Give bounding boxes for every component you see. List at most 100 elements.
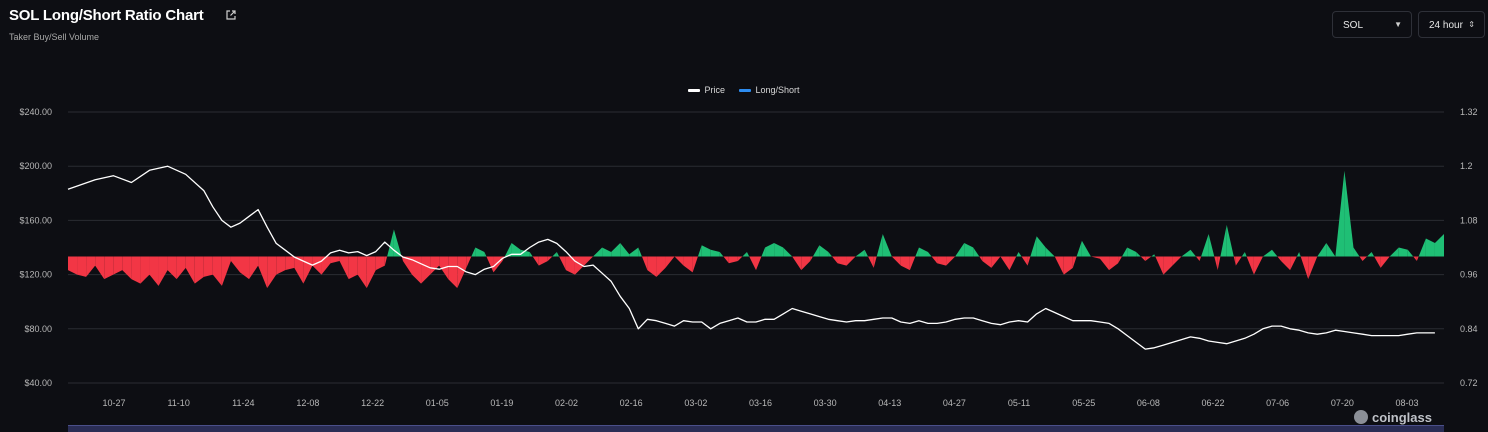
short-area-segment <box>312 256 322 275</box>
short-area-segment <box>728 256 738 264</box>
short-area-segment <box>285 256 295 271</box>
short-area-segment <box>756 256 762 271</box>
short-area-segment <box>86 256 96 277</box>
short-area-segment <box>294 256 304 284</box>
long-area-segment <box>1081 240 1091 257</box>
short-area-segment <box>991 256 1001 268</box>
long-area-segment <box>629 247 639 257</box>
long-area-segment <box>1425 238 1435 257</box>
long-area-segment <box>765 242 775 257</box>
range-navigator[interactable] <box>68 425 1444 432</box>
long-area-segment <box>1030 236 1037 257</box>
y-left-tick-label: $40.00 <box>24 378 52 388</box>
short-area-segment <box>801 256 811 271</box>
y-right-tick-label: 0.72 <box>1460 378 1478 388</box>
long-area-segment <box>1151 254 1155 257</box>
short-area-segment <box>321 256 331 275</box>
long-area-segment <box>387 229 394 257</box>
short-area-segment <box>656 256 666 277</box>
short-area-segment <box>837 256 847 266</box>
coin-select[interactable]: SOL ▼ <box>1332 11 1412 38</box>
short-area-segment <box>249 256 259 280</box>
short-area-segment <box>486 256 494 273</box>
up-down-arrows-icon: ⇕ <box>1468 20 1475 29</box>
short-area-segment <box>532 256 539 266</box>
short-area-segment <box>1054 256 1064 275</box>
short-area-segment <box>737 256 743 262</box>
short-area-segment <box>683 256 693 273</box>
legend-item-long-short[interactable]: Long/Short <box>739 85 800 95</box>
long-area-segment <box>620 242 630 257</box>
short-area-segment <box>810 256 813 262</box>
short-area-segment <box>95 256 105 280</box>
short-area-segment <box>303 256 313 284</box>
range-select-value: 24 hour <box>1429 20 1463 31</box>
y-left-tick-label: $80.00 <box>24 324 52 334</box>
short-area-segment <box>131 256 141 284</box>
short-area-segment <box>1277 256 1282 262</box>
short-area-segment <box>167 256 177 280</box>
short-area-segment <box>357 256 367 289</box>
short-area-segment <box>258 256 268 289</box>
short-area-segment <box>1217 256 1221 271</box>
y-left-tick-label: $120.00 <box>19 270 52 280</box>
short-area-segment <box>946 256 956 266</box>
long-area-segment <box>484 252 487 257</box>
legend-swatch-long-short <box>739 89 752 93</box>
external-link-icon[interactable] <box>225 9 237 21</box>
short-area-segment <box>1214 256 1218 271</box>
short-area-segment <box>194 256 204 284</box>
short-area-segment <box>1359 256 1363 262</box>
short-area-segment <box>723 256 729 264</box>
x-tick-label: 01-05 <box>426 398 449 408</box>
short-area-segment <box>749 256 756 271</box>
y-right-tick-label: 0.96 <box>1460 270 1478 280</box>
short-area-segment <box>375 256 385 271</box>
long-area-segment <box>1317 242 1327 257</box>
short-area-segment <box>574 256 584 275</box>
long-area-segment <box>529 252 533 257</box>
short-area-segment <box>931 256 938 264</box>
long-area-segment <box>1344 170 1354 257</box>
long-area-segment <box>855 249 865 257</box>
x-tick-label: 04-27 <box>943 398 966 408</box>
short-area-segment <box>221 256 231 286</box>
y-right-tick-label: 0.84 <box>1460 324 1478 334</box>
long-area-segment <box>918 247 928 257</box>
legend-item-price[interactable]: Price <box>688 85 725 95</box>
short-area-segment <box>230 256 240 273</box>
chart-legend: Price Long/Short <box>0 85 1488 95</box>
long-area-segment <box>783 247 793 257</box>
y-left-tick-label: $240.00 <box>19 107 52 117</box>
short-area-segment <box>348 256 358 280</box>
long-area-segment <box>697 245 702 257</box>
short-area-segment <box>366 256 376 289</box>
long-area-segment <box>1127 247 1137 257</box>
long-area-segment <box>1353 247 1360 257</box>
short-area-segment <box>1290 256 1297 271</box>
x-tick-label: 07-20 <box>1331 398 1354 408</box>
short-area-segment <box>692 256 698 273</box>
long-area-segment <box>701 245 711 257</box>
short-area-segment <box>330 256 340 264</box>
short-area-segment <box>457 256 467 289</box>
long-area-segment <box>1121 247 1128 257</box>
short-area-segment <box>1172 256 1182 266</box>
coin-select-value: SOL <box>1343 20 1364 31</box>
long-area-segment <box>710 249 720 257</box>
x-tick-label: 03-02 <box>684 398 707 408</box>
y-left-tick-label: $160.00 <box>19 215 52 225</box>
short-area-segment <box>1235 256 1242 266</box>
short-area-segment <box>1281 256 1291 271</box>
long-area-segment <box>1326 242 1336 257</box>
short-area-segment <box>401 256 403 262</box>
x-tick-label: 05-11 <box>1008 398 1030 408</box>
long-area-segment <box>504 242 512 257</box>
short-area-segment <box>1009 256 1017 271</box>
short-area-segment <box>402 256 412 275</box>
long-area-segment <box>1296 252 1300 257</box>
price-line <box>67 165 1435 350</box>
range-select[interactable]: 24 hour ⇕ <box>1418 11 1485 38</box>
long-area-segment <box>556 252 560 257</box>
